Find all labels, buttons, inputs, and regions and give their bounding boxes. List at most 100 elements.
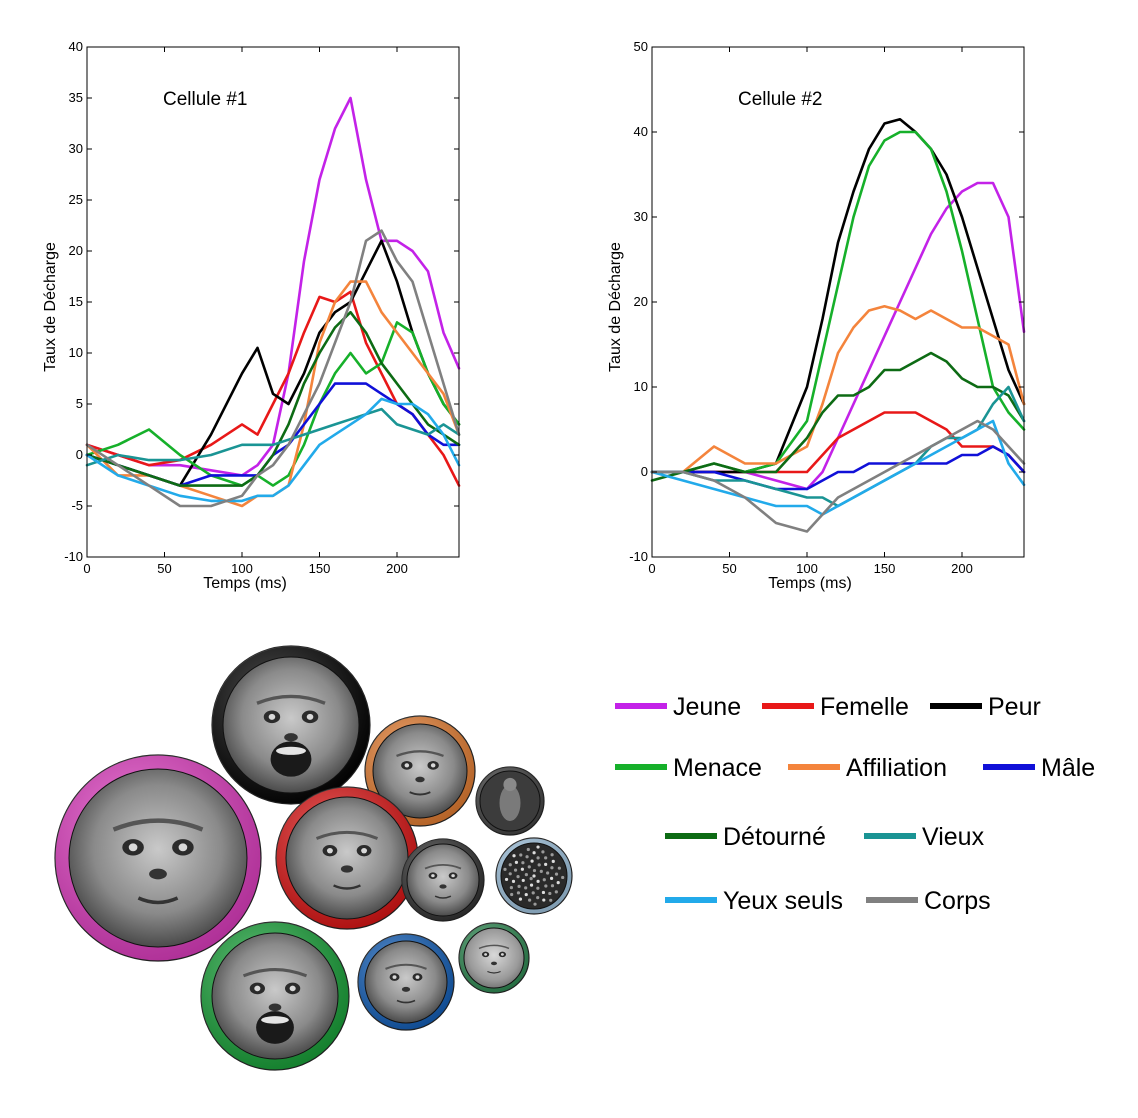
stimulus-menace bbox=[200, 921, 350, 1071]
y-tick-label: 0 bbox=[76, 447, 83, 462]
y-tick-label: -10 bbox=[64, 549, 83, 564]
legend-label: Peur bbox=[988, 693, 1041, 721]
legend-swatch bbox=[983, 764, 1035, 770]
x-axis-label: Temps (ms) bbox=[203, 575, 287, 592]
threat-monkey-face-icon bbox=[211, 932, 339, 1060]
series-line-jeune bbox=[85, 96, 461, 477]
chart-cellule-1: -10 -5 0 5 10 15 20 25 30 35 40 0 50 100 150 200 Cellule… bbox=[42, 39, 461, 592]
x-tick-label: 150 bbox=[874, 561, 896, 576]
legend-swatch bbox=[866, 897, 918, 903]
series-line-mâle bbox=[85, 382, 461, 487]
series-line-yeux-seuls bbox=[85, 397, 461, 503]
x-tick-label: 100 bbox=[231, 561, 253, 576]
y-tick-label: 10 bbox=[69, 345, 83, 360]
series-line-femelle bbox=[650, 411, 1026, 474]
series-line-affiliation bbox=[650, 305, 1026, 474]
series-line-corps bbox=[85, 229, 461, 508]
y-tick-label: 15 bbox=[69, 294, 83, 309]
series-line-jeune bbox=[650, 181, 1026, 491]
chart-title: Cellule #2 bbox=[738, 89, 823, 110]
legend-label: Mâle bbox=[1041, 754, 1095, 782]
stimulus-yeux-seuls bbox=[495, 837, 573, 915]
y-tick-label: -10 bbox=[629, 549, 648, 564]
legend-swatch bbox=[615, 703, 667, 709]
stimulus-femelle bbox=[275, 786, 419, 930]
legend-item-jeune: Jeune bbox=[615, 693, 741, 721]
legend-swatch bbox=[665, 833, 717, 839]
series-line-peur bbox=[650, 118, 1026, 474]
legend-label: Femelle bbox=[820, 693, 909, 721]
legend-label: Vieux bbox=[922, 823, 985, 851]
x-tick-label: 50 bbox=[722, 561, 736, 576]
y-tick-label: 5 bbox=[76, 396, 83, 411]
series-line-corps bbox=[650, 419, 1026, 533]
stimulus-vieux bbox=[458, 922, 530, 994]
young-monkey-face-icon bbox=[68, 768, 248, 948]
y-tick-label: 20 bbox=[634, 294, 648, 309]
old-monkey-face-icon bbox=[463, 927, 525, 989]
series-line-menace bbox=[650, 130, 1026, 474]
x-axis-label: Temps (ms) bbox=[768, 575, 852, 592]
series-line-vieux bbox=[85, 407, 461, 467]
y-axis-label: Taux de Décharge bbox=[607, 242, 624, 372]
female-monkey-face-icon bbox=[285, 796, 409, 920]
series-line-détourné bbox=[650, 351, 1026, 482]
legend-item-femelle: Femelle bbox=[762, 693, 909, 721]
legend-item-détourné: Détourné bbox=[665, 823, 826, 851]
y-tick-label: -5 bbox=[71, 498, 83, 513]
y-tick-label: 20 bbox=[69, 243, 83, 258]
y-tick-label: 35 bbox=[69, 90, 83, 105]
legend-swatch bbox=[788, 764, 840, 770]
legend-item-peur: Peur bbox=[930, 693, 1041, 721]
y-tick-label: 30 bbox=[634, 209, 648, 224]
series-line-yeux-seuls bbox=[650, 419, 1026, 516]
legend-item-affiliation: Affiliation bbox=[788, 754, 947, 782]
legend-swatch bbox=[864, 833, 916, 839]
x-tick-label: 150 bbox=[309, 561, 331, 576]
male-monkey-face-icon bbox=[364, 940, 448, 1024]
legend: Jeune Femelle Peur Menace Affiliation Mâle Dét… bbox=[615, 693, 1095, 915]
legend-swatch bbox=[762, 703, 814, 709]
legend-label: Yeux seuls bbox=[723, 887, 843, 915]
stimulus-affiliation bbox=[364, 715, 476, 827]
body-icon bbox=[479, 770, 541, 832]
x-tick-label: 50 bbox=[157, 561, 171, 576]
legend-label: Menace bbox=[673, 754, 762, 782]
stimulus-corps bbox=[475, 766, 545, 836]
stimulus-jeune bbox=[54, 754, 262, 962]
legend-item-vieux: Vieux bbox=[864, 823, 985, 851]
y-tick-label: 25 bbox=[69, 192, 83, 207]
y-tick-label: 10 bbox=[634, 379, 648, 394]
legend-swatch bbox=[665, 897, 717, 903]
legend-item-mâle: Mâle bbox=[983, 754, 1095, 782]
stimulus-circles bbox=[54, 645, 573, 1071]
chart-title: Cellule #1 bbox=[163, 89, 248, 110]
stimulus-peur bbox=[211, 645, 371, 805]
eyes-only-icon bbox=[500, 842, 568, 910]
stimulus-détourné bbox=[401, 838, 485, 922]
x-tick-label: 0 bbox=[648, 561, 655, 576]
affiliation-monkey-face-icon bbox=[372, 723, 468, 819]
averted-monkey-face-icon bbox=[406, 843, 480, 917]
y-tick-label: 40 bbox=[634, 124, 648, 139]
legend-item-corps: Corps bbox=[866, 887, 991, 915]
legend-label: Affiliation bbox=[846, 754, 947, 782]
plot-frame bbox=[651, 46, 1025, 558]
legend-swatch bbox=[615, 764, 667, 770]
y-tick-label: 0 bbox=[641, 464, 648, 479]
x-tick-label: 100 bbox=[796, 561, 818, 576]
y-axis-label: Taux de Décharge bbox=[42, 242, 59, 372]
legend-label: Corps bbox=[924, 887, 991, 915]
x-tick-label: 0 bbox=[83, 561, 90, 576]
y-tick-label: 30 bbox=[69, 141, 83, 156]
fear-monkey-face-icon bbox=[222, 656, 360, 794]
y-tick-label: 40 bbox=[69, 39, 83, 54]
legend-label: Détourné bbox=[723, 823, 826, 851]
x-tick-label: 200 bbox=[386, 561, 408, 576]
legend-item-menace: Menace bbox=[615, 754, 762, 782]
x-tick-label: 200 bbox=[951, 561, 973, 576]
series-line-détourné bbox=[85, 310, 461, 487]
legend-swatch bbox=[930, 703, 982, 709]
